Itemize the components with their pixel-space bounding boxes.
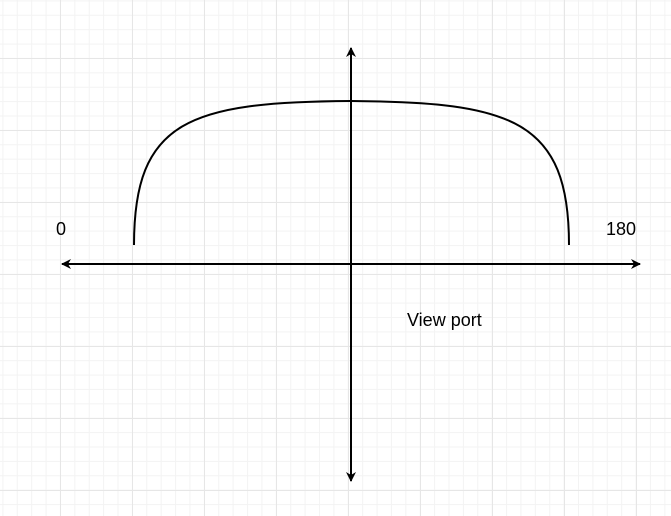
- dome-curve: [133, 99, 570, 246]
- axis-right-label: 180: [606, 219, 637, 239]
- axis-left-label: 0: [56, 219, 67, 239]
- viewport-caption: View port: [407, 310, 482, 330]
